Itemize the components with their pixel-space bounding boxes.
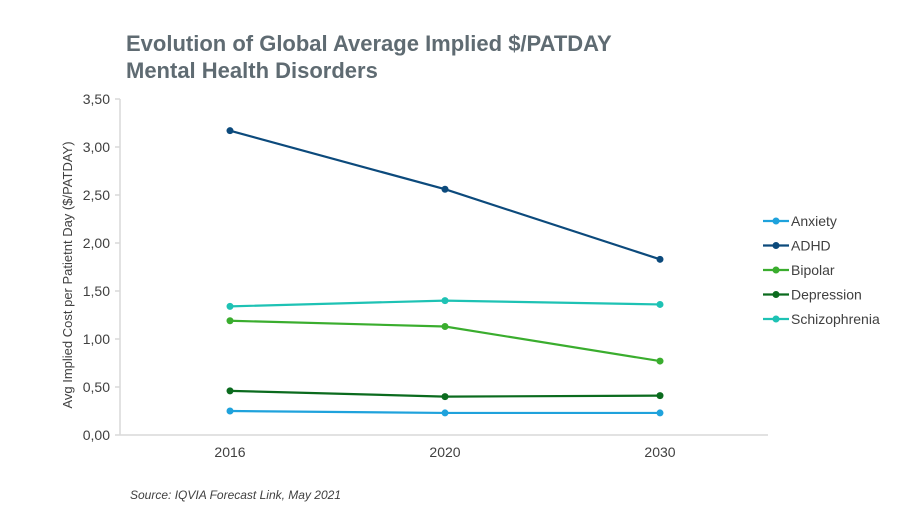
x-tick-label: 2030 [644,444,675,460]
data-point-schizophrenia [441,297,449,305]
legend-swatch-marker [772,217,780,225]
data-point-depression [441,393,449,401]
source-note: Source: IQVIA Forecast Link, May 2021 [130,488,341,502]
y-tick-label: 1,00 [83,331,110,347]
legend-swatch-marker [772,315,780,323]
data-point-adhd [656,255,664,263]
y-tick-label: 1,50 [83,283,110,299]
data-point-schizophrenia [656,300,664,308]
legend-label: ADHD [791,238,831,254]
y-tick-label: 3,00 [83,139,110,155]
legend-label: Depression [791,287,862,303]
y-tick-label: 0,00 [83,427,110,443]
chart-title-line-1: Evolution of Global Average Implied $/PA… [126,31,612,56]
legend-swatch-marker [772,266,780,274]
legend-item-bipolar: Bipolar [763,262,835,278]
series-anxiety [226,407,664,417]
series-bipolar [226,317,664,365]
legend-label: Bipolar [791,262,835,278]
data-point-depression [226,387,234,395]
data-point-adhd [441,185,449,193]
x-tick-label: 2016 [214,444,245,460]
series-schizophrenia [226,297,664,310]
chart-title-line-2: Mental Health Disorders [126,58,378,83]
series-lines [226,127,664,417]
legend: Anxiety ADHD Bipolar Depression Schizophreni… [763,213,880,327]
data-point-anxiety [656,409,664,417]
data-point-adhd [226,127,234,135]
legend-swatch-marker [772,242,780,249]
y-tick-label: 2,00 [83,235,110,251]
data-point-depression [656,392,664,400]
data-point-bipolar [441,323,449,331]
legend-label: Anxiety [791,213,837,229]
data-point-bipolar [226,317,234,325]
data-point-anxiety [441,409,449,417]
data-point-schizophrenia [226,302,234,310]
y-axis-label: Avg Implied Cost per Patietnt Day ($/PAT… [60,141,75,408]
legend-swatch-marker [772,291,780,298]
chart-title: Evolution of Global Average Implied $/PA… [126,30,612,84]
legend-item-adhd: ADHD [763,238,831,254]
series-depression [226,387,664,401]
data-point-bipolar [656,357,664,365]
data-point-anxiety [226,407,234,415]
legend-item-anxiety: Anxiety [763,213,837,229]
legend-label: Schizophrenia [791,311,880,327]
y-tick-label: 3,50 [83,91,110,107]
legend-item-schizophrenia: Schizophrenia [763,311,880,327]
x-tick-label: 2020 [429,444,460,460]
y-tick-label: 2,50 [83,187,110,203]
legend-item-depression: Depression [763,287,862,303]
axes: 0,00 0,50 1,00 1,50 2,00 2,50 3,00 3,50 2016 2020… [83,91,768,460]
y-tick-label: 0,50 [83,379,110,395]
series-adhd [226,127,664,263]
series-line-adhd [229,129,661,261]
